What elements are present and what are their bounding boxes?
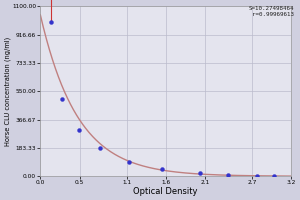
Point [98, 146, 102, 150]
Y-axis label: Horse CLU concentration (ng/ml): Horse CLU concentration (ng/ml) [4, 37, 11, 146]
Point [254, 174, 259, 177]
X-axis label: Optical Density: Optical Density [134, 187, 198, 196]
Point [197, 172, 202, 175]
Point [49, 20, 54, 23]
Point [272, 175, 277, 178]
Text: S=10.27498464
r=0.99969613: S=10.27498464 r=0.99969613 [248, 6, 294, 17]
Point [77, 128, 82, 131]
Point [225, 173, 230, 176]
Point [59, 97, 64, 101]
Point [127, 161, 132, 164]
Point [160, 168, 165, 171]
